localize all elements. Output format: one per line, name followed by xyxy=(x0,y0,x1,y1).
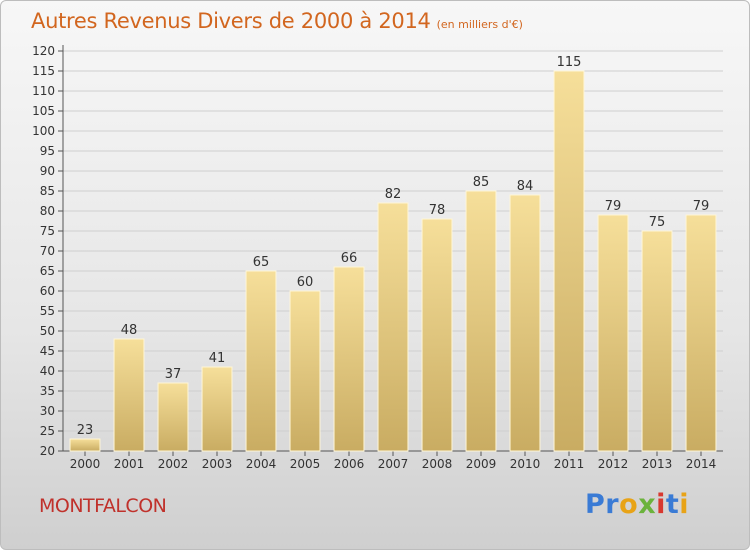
data-label: 79 xyxy=(693,199,710,214)
y-tick-label: 85 xyxy=(40,184,55,198)
data-label: 79 xyxy=(605,199,622,214)
x-tick-label: 2014 xyxy=(686,457,717,471)
y-tick-label: 70 xyxy=(40,244,55,258)
bar-2006 xyxy=(333,266,365,452)
x-tick-label: 2005 xyxy=(290,457,321,471)
data-label: 48 xyxy=(121,323,138,338)
y-tick-label: 25 xyxy=(40,424,55,438)
bar-2004 xyxy=(245,270,277,452)
data-label: 82 xyxy=(385,187,402,202)
x-tick-label: 2009 xyxy=(466,457,497,471)
y-tick-label: 55 xyxy=(40,304,55,318)
bar-2008 xyxy=(421,218,453,452)
x-tick-label: 2006 xyxy=(334,457,365,471)
data-label: 23 xyxy=(77,423,94,438)
y-tick-label: 30 xyxy=(40,404,55,418)
x-tick-label: 2011 xyxy=(554,457,585,471)
y-tick-label: 65 xyxy=(40,264,55,278)
data-label: 84 xyxy=(517,179,534,194)
y-tick-label: 50 xyxy=(40,324,55,338)
data-label: 115 xyxy=(557,55,582,70)
data-label: 75 xyxy=(649,215,666,230)
bar-2003 xyxy=(201,366,233,452)
data-label: 66 xyxy=(341,251,358,266)
x-tick-label: 2000 xyxy=(70,457,101,471)
bar-2012 xyxy=(597,214,629,452)
y-tick-label: 110 xyxy=(32,84,55,98)
data-label: 60 xyxy=(297,275,314,290)
bar-2005 xyxy=(289,290,321,452)
logo-letter: t xyxy=(665,489,680,520)
bar-2000 xyxy=(69,438,101,452)
commune-name: MONTFALCON xyxy=(39,495,167,517)
chart-subtitle: (en milliers d'€) xyxy=(436,18,523,31)
data-label: 37 xyxy=(165,367,182,382)
x-tick-label: 2007 xyxy=(378,457,409,471)
y-tick-label: 35 xyxy=(40,384,55,398)
data-label: 85 xyxy=(473,175,490,190)
y-tick-label: 90 xyxy=(40,164,55,178)
proxiti-logo[interactable]: Proxiti xyxy=(585,489,689,520)
x-tick-label: 2013 xyxy=(642,457,673,471)
bar-2011 xyxy=(553,70,585,452)
bar-2013 xyxy=(641,230,673,452)
y-tick-label: 60 xyxy=(40,284,55,298)
data-label: 41 xyxy=(209,351,226,366)
data-labels: 23 48 37 41 65 60 66 82 78 85 84 115 79 75 79 xyxy=(77,55,710,438)
bars xyxy=(69,70,717,452)
y-tick-label: 100 xyxy=(32,124,55,138)
logo-letter: x xyxy=(638,489,657,520)
y-tick-label: 120 xyxy=(32,44,55,58)
x-tick-label: 2003 xyxy=(202,457,233,471)
x-tick-label: 2008 xyxy=(422,457,453,471)
y-tick-label: 80 xyxy=(40,204,55,218)
bar-2014 xyxy=(685,214,717,452)
y-tick-label: 115 xyxy=(32,64,55,78)
y-tick-label: 20 xyxy=(40,444,55,458)
y-tick-label: 40 xyxy=(40,364,55,378)
logo-letter: i xyxy=(656,489,666,520)
y-tick-label: 105 xyxy=(32,104,55,118)
y-tick-label: 75 xyxy=(40,224,55,238)
x-tick-label: 2012 xyxy=(598,457,629,471)
bar-2010 xyxy=(509,194,541,452)
x-tick-label: 2004 xyxy=(246,457,277,471)
x-tick-label: 2010 xyxy=(510,457,541,471)
bar-2007 xyxy=(377,202,409,452)
x-tick-label: 2002 xyxy=(158,457,189,471)
data-label: 78 xyxy=(429,203,446,218)
y-tick-label: 95 xyxy=(40,144,55,158)
logo-letter: i xyxy=(679,489,690,520)
logo-letter: r xyxy=(605,489,620,520)
bar-2001 xyxy=(113,338,145,452)
chart-title-text: Autres Revenus Divers de 2000 à 2014 xyxy=(31,9,431,33)
logo-letter: o xyxy=(619,489,639,520)
bar-2009 xyxy=(465,190,497,452)
bar-chart: 20 25 30 35 40 45 50 55 60 65 70 75 80 85 90 95 100 105 11… xyxy=(32,44,723,471)
bar-2002 xyxy=(157,382,189,452)
chart-title: Autres Revenus Divers de 2000 à 2014 (en … xyxy=(31,9,523,33)
y-tick-label: 45 xyxy=(40,344,55,358)
data-label: 65 xyxy=(253,255,270,270)
x-tick-label: 2001 xyxy=(114,457,145,471)
logo-letter: P xyxy=(585,489,606,520)
